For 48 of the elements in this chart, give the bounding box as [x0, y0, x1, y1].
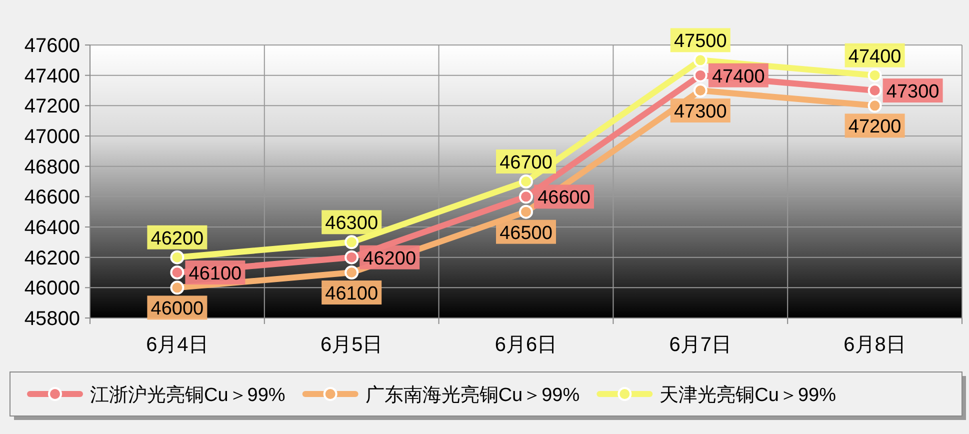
y-tick-label: 47600 [24, 35, 80, 57]
data-label: 46100 [325, 284, 378, 304]
x-tick-label: 6月4日 [146, 334, 208, 356]
data-label: 46500 [500, 222, 552, 244]
point [519, 190, 533, 204]
data-label: 47300 [674, 102, 727, 122]
data-label: 46600 [538, 188, 590, 209]
data-label: 47400 [848, 46, 902, 68]
point [868, 68, 882, 82]
point [344, 250, 359, 264]
point [344, 266, 359, 280]
legend-label: 天津光亮铜Cu＞99% [660, 384, 836, 406]
point [519, 174, 533, 188]
point [519, 204, 533, 219]
legend-label: 广东南海光亮铜Cu＞99% [365, 384, 580, 406]
y-tick-label: 47200 [24, 96, 80, 118]
point [868, 98, 882, 113]
point [693, 84, 708, 98]
x-tick-label: 6月6日 [494, 334, 558, 356]
point [693, 53, 708, 68]
x-tick-label: 6月8日 [844, 334, 906, 356]
data-label: 46200 [150, 228, 204, 250]
data-label: 46700 [500, 152, 552, 174]
y-tick-label: 46800 [24, 156, 80, 178]
point [868, 84, 882, 98]
y-tick-label: 47400 [24, 65, 80, 88]
x-tick-label: 6月5日 [320, 334, 383, 356]
y-tick-label: 45800 [24, 308, 80, 330]
data-label: 46200 [363, 248, 416, 270]
data-label: 47400 [712, 66, 765, 88]
data-label: 47500 [674, 31, 727, 52]
point [170, 266, 184, 280]
data-label: 46300 [325, 213, 378, 234]
data-label: 46000 [150, 298, 204, 320]
point [693, 68, 708, 82]
legend-label: 江浙沪光亮铜Cu＞99% [90, 384, 286, 406]
y-tick-label: 46400 [24, 217, 80, 239]
y-tick-label: 46200 [24, 247, 80, 270]
y-tick-label: 46000 [24, 278, 80, 300]
point [170, 280, 184, 295]
data-label: 46100 [188, 264, 242, 284]
y-tick-label: 47000 [24, 126, 80, 148]
x-tick-label: 6月7日 [669, 334, 732, 356]
point [344, 235, 359, 250]
data-label: 47300 [886, 82, 940, 102]
y-tick-label: 46600 [24, 186, 80, 209]
data-label: 47200 [848, 116, 902, 138]
point [170, 250, 184, 264]
